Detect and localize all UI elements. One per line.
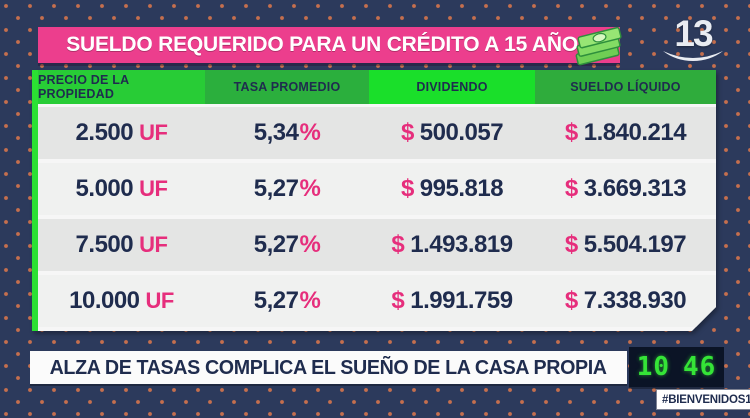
dollar-sign: $ bbox=[564, 119, 578, 146]
headline-text: ALZA DE TASAS COMPLICA EL SUEÑO DE LA CA… bbox=[49, 355, 608, 379]
dollar-sign: $ bbox=[400, 175, 414, 202]
price-cell: 7.500 UF bbox=[75, 231, 168, 258]
dividend-cell: $1.991.759 bbox=[391, 287, 513, 314]
table-row: 10.000 UF 5,27% $1.991.759 $7.338.930 bbox=[38, 275, 716, 327]
header-sueldo-liquido: SUELDO LÍQUIDO bbox=[535, 70, 716, 104]
salary-cell: $5.504.197 bbox=[564, 231, 687, 258]
salary-table: PRECIO DE LA PROPIEDAD TASA PROMEDIO DIV… bbox=[32, 70, 716, 331]
rate-cell: 5,27% bbox=[253, 287, 321, 314]
dividend-cell: $995.818 bbox=[400, 175, 504, 202]
rate-cell: 5,27% bbox=[253, 175, 321, 202]
rate-cell: 5,27% bbox=[253, 231, 321, 258]
channel-13-logo: 13 bbox=[660, 13, 726, 63]
clock-hours: 10 bbox=[636, 352, 670, 382]
dividend-cell: $500.057 bbox=[400, 119, 504, 146]
percent-sign: % bbox=[299, 119, 321, 146]
uf-unit: UF bbox=[139, 232, 168, 257]
hashtag-badge: #BIENVENIDOS13 bbox=[656, 389, 750, 410]
dollar-sign: $ bbox=[564, 175, 578, 202]
dollar-sign: $ bbox=[564, 231, 578, 258]
logo-number: 13 bbox=[674, 13, 713, 54]
clock: 10 46 bbox=[629, 347, 724, 387]
salary-cell: $3.669.313 bbox=[564, 175, 687, 202]
header-precio-propiedad: PRECIO DE LA PROPIEDAD bbox=[38, 70, 205, 104]
dollar-sign: $ bbox=[564, 287, 578, 314]
clock-minutes: 46 bbox=[683, 352, 717, 382]
percent-sign: % bbox=[299, 287, 321, 314]
table-row: 7.500 UF 5,27% $1.493.819 $5.504.197 bbox=[38, 219, 716, 271]
dividend-cell: $1.493.819 bbox=[391, 231, 513, 258]
banner-title: SUELDO REQUERIDO PARA UN CRÉDITO A 15 AÑ… bbox=[66, 33, 592, 56]
percent-sign: % bbox=[299, 175, 321, 202]
header-tasa-promedio: TASA PROMEDIO bbox=[205, 70, 369, 104]
table-body: 2.500 UF 5,34% $500.057 $1.840.214 5.000 U… bbox=[38, 104, 716, 331]
logo-swoosh-icon bbox=[663, 51, 723, 61]
dollar-sign: $ bbox=[391, 231, 405, 258]
header-dividendo: DIVIDENDO bbox=[369, 70, 535, 104]
dollar-sign: $ bbox=[391, 287, 405, 314]
table-row: 2.500 UF 5,34% $500.057 $1.840.214 bbox=[38, 107, 716, 159]
salary-cell: $1.840.214 bbox=[564, 119, 687, 146]
table-row: 5.000 UF 5,27% $995.818 $3.669.313 bbox=[38, 163, 716, 215]
price-cell: 2.500 UF bbox=[75, 119, 168, 146]
uf-unit: UF bbox=[139, 120, 168, 145]
salary-cell: $7.338.930 bbox=[564, 287, 687, 314]
title-banner: SUELDO REQUERIDO PARA UN CRÉDITO A 15 AÑ… bbox=[38, 26, 622, 66]
hashtag-text: #BIENVENIDOS13 bbox=[662, 393, 750, 406]
percent-sign: % bbox=[299, 231, 321, 258]
price-cell: 5.000 UF bbox=[75, 175, 168, 202]
money-stack-icon bbox=[575, 26, 622, 66]
rate-cell: 5,34% bbox=[253, 119, 321, 146]
table-header-row: PRECIO DE LA PROPIEDAD TASA PROMEDIO DIV… bbox=[38, 70, 716, 104]
uf-unit: UF bbox=[139, 176, 168, 201]
headline-bar: ALZA DE TASAS COMPLICA EL SUEÑO DE LA CA… bbox=[30, 351, 627, 384]
uf-unit: UF bbox=[145, 288, 174, 313]
dollar-sign: $ bbox=[400, 119, 414, 146]
price-cell: 10.000 UF bbox=[69, 287, 174, 314]
